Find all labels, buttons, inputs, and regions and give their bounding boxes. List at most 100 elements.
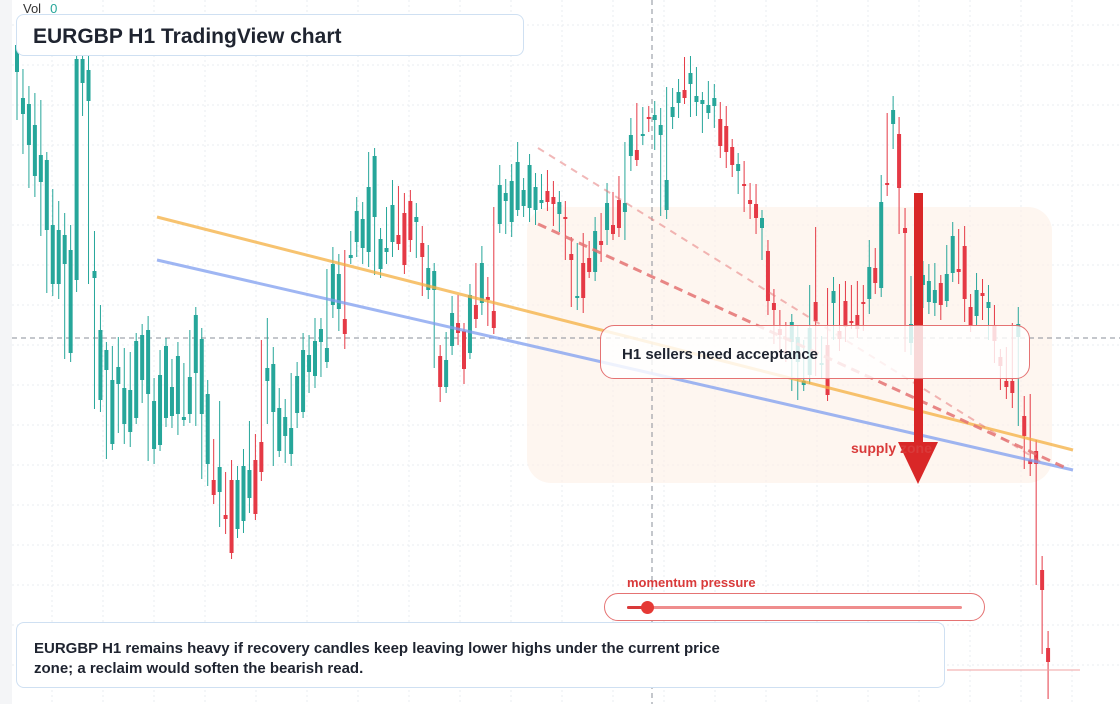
- candle: [646, 106, 651, 132]
- candle-body: [354, 211, 359, 242]
- candle-body: [515, 162, 520, 210]
- candle: [742, 161, 747, 212]
- candle-body: [396, 235, 401, 244]
- candle-body: [873, 268, 878, 283]
- candle-body: [1010, 381, 1015, 393]
- candle: [497, 165, 502, 233]
- candle: [146, 316, 151, 461]
- candle: [509, 164, 514, 237]
- candle-body: [956, 269, 961, 272]
- candle: [116, 337, 121, 433]
- candle-body: [146, 330, 151, 394]
- momentum-thumb[interactable]: [641, 601, 655, 614]
- momentum-slider[interactable]: [604, 593, 985, 621]
- candle-body: [205, 394, 210, 464]
- candle: [694, 67, 699, 116]
- candle-body: [700, 100, 705, 104]
- candle: [80, 48, 85, 116]
- candle: [521, 178, 526, 217]
- candle-body: [253, 460, 258, 514]
- candle-body: [38, 155, 43, 182]
- candle-body: [336, 274, 341, 309]
- candle-body: [712, 98, 717, 106]
- candle-body: [175, 356, 180, 414]
- candle-body: [390, 205, 395, 242]
- candle: [342, 250, 347, 349]
- candle: [38, 100, 43, 236]
- candle-body: [217, 467, 222, 492]
- candle-body: [20, 98, 25, 114]
- candle: [62, 213, 67, 359]
- candle-body: [968, 307, 973, 326]
- candle: [259, 340, 264, 481]
- candle: [545, 170, 550, 211]
- candle-body: [80, 59, 85, 83]
- candle: [736, 153, 741, 194]
- candle: [104, 342, 109, 459]
- candle-body: [640, 134, 645, 136]
- candle: [1046, 631, 1051, 699]
- candle: [211, 439, 216, 504]
- candle: [247, 421, 252, 513]
- candle-body: [1034, 451, 1039, 464]
- candle-body: [223, 515, 228, 519]
- candle-body: [885, 183, 890, 185]
- candle: [950, 222, 955, 282]
- candle-body: [384, 248, 389, 252]
- summary-card: EURGBP H1 remains heavy if recovery cand…: [16, 622, 945, 688]
- candle-body: [318, 329, 323, 342]
- candle-body: [181, 417, 186, 420]
- candle: [295, 362, 300, 428]
- candle: [68, 225, 73, 362]
- candle: [944, 245, 949, 307]
- candle: [253, 434, 258, 520]
- candle: [122, 348, 127, 444]
- candle: [56, 201, 61, 299]
- candle-body: [193, 315, 198, 373]
- candle: [611, 192, 615, 240]
- candle: [289, 373, 294, 466]
- candle-body: [360, 219, 365, 248]
- candle-body: [128, 390, 133, 432]
- candle: [313, 318, 317, 388]
- candle-body: [68, 250, 73, 353]
- candles: [15, 22, 1051, 699]
- channel-line-upper[interactable]: [537, 147, 1045, 465]
- acceptance-note-box: H1 sellers need acceptance: [600, 325, 1030, 379]
- candle-body: [891, 110, 896, 124]
- momentum-track: [627, 601, 962, 614]
- candle-body: [56, 230, 61, 284]
- candle-body: [521, 190, 526, 206]
- acceptance-note-text: H1 sellers need acceptance: [622, 346, 818, 363]
- candle: [438, 345, 443, 402]
- candle-body: [92, 271, 97, 278]
- candle-body: [408, 201, 413, 240]
- candle-body: [563, 217, 568, 219]
- candle-body: [986, 302, 991, 308]
- candle: [205, 380, 210, 486]
- candle: [658, 108, 663, 216]
- candle: [444, 332, 449, 393]
- candle-body: [932, 290, 937, 303]
- candle: [271, 347, 276, 466]
- candle: [718, 102, 723, 158]
- candle: [539, 174, 544, 209]
- candle: [336, 254, 341, 331]
- candle: [372, 148, 377, 275]
- candle-body: [62, 235, 67, 264]
- candle: [473, 263, 478, 328]
- volume-label: Vol: [23, 1, 42, 16]
- candle-body: [342, 319, 347, 334]
- candle-body: [879, 202, 884, 288]
- candle: [956, 229, 961, 284]
- candle-body: [950, 236, 955, 273]
- candle-body: [1022, 416, 1027, 436]
- candle: [652, 101, 657, 150]
- candle-body: [974, 290, 979, 316]
- candle: [318, 318, 323, 377]
- candle: [962, 226, 967, 322]
- candle: [1034, 440, 1039, 585]
- candle: [599, 213, 604, 262]
- candle-body: [760, 218, 764, 228]
